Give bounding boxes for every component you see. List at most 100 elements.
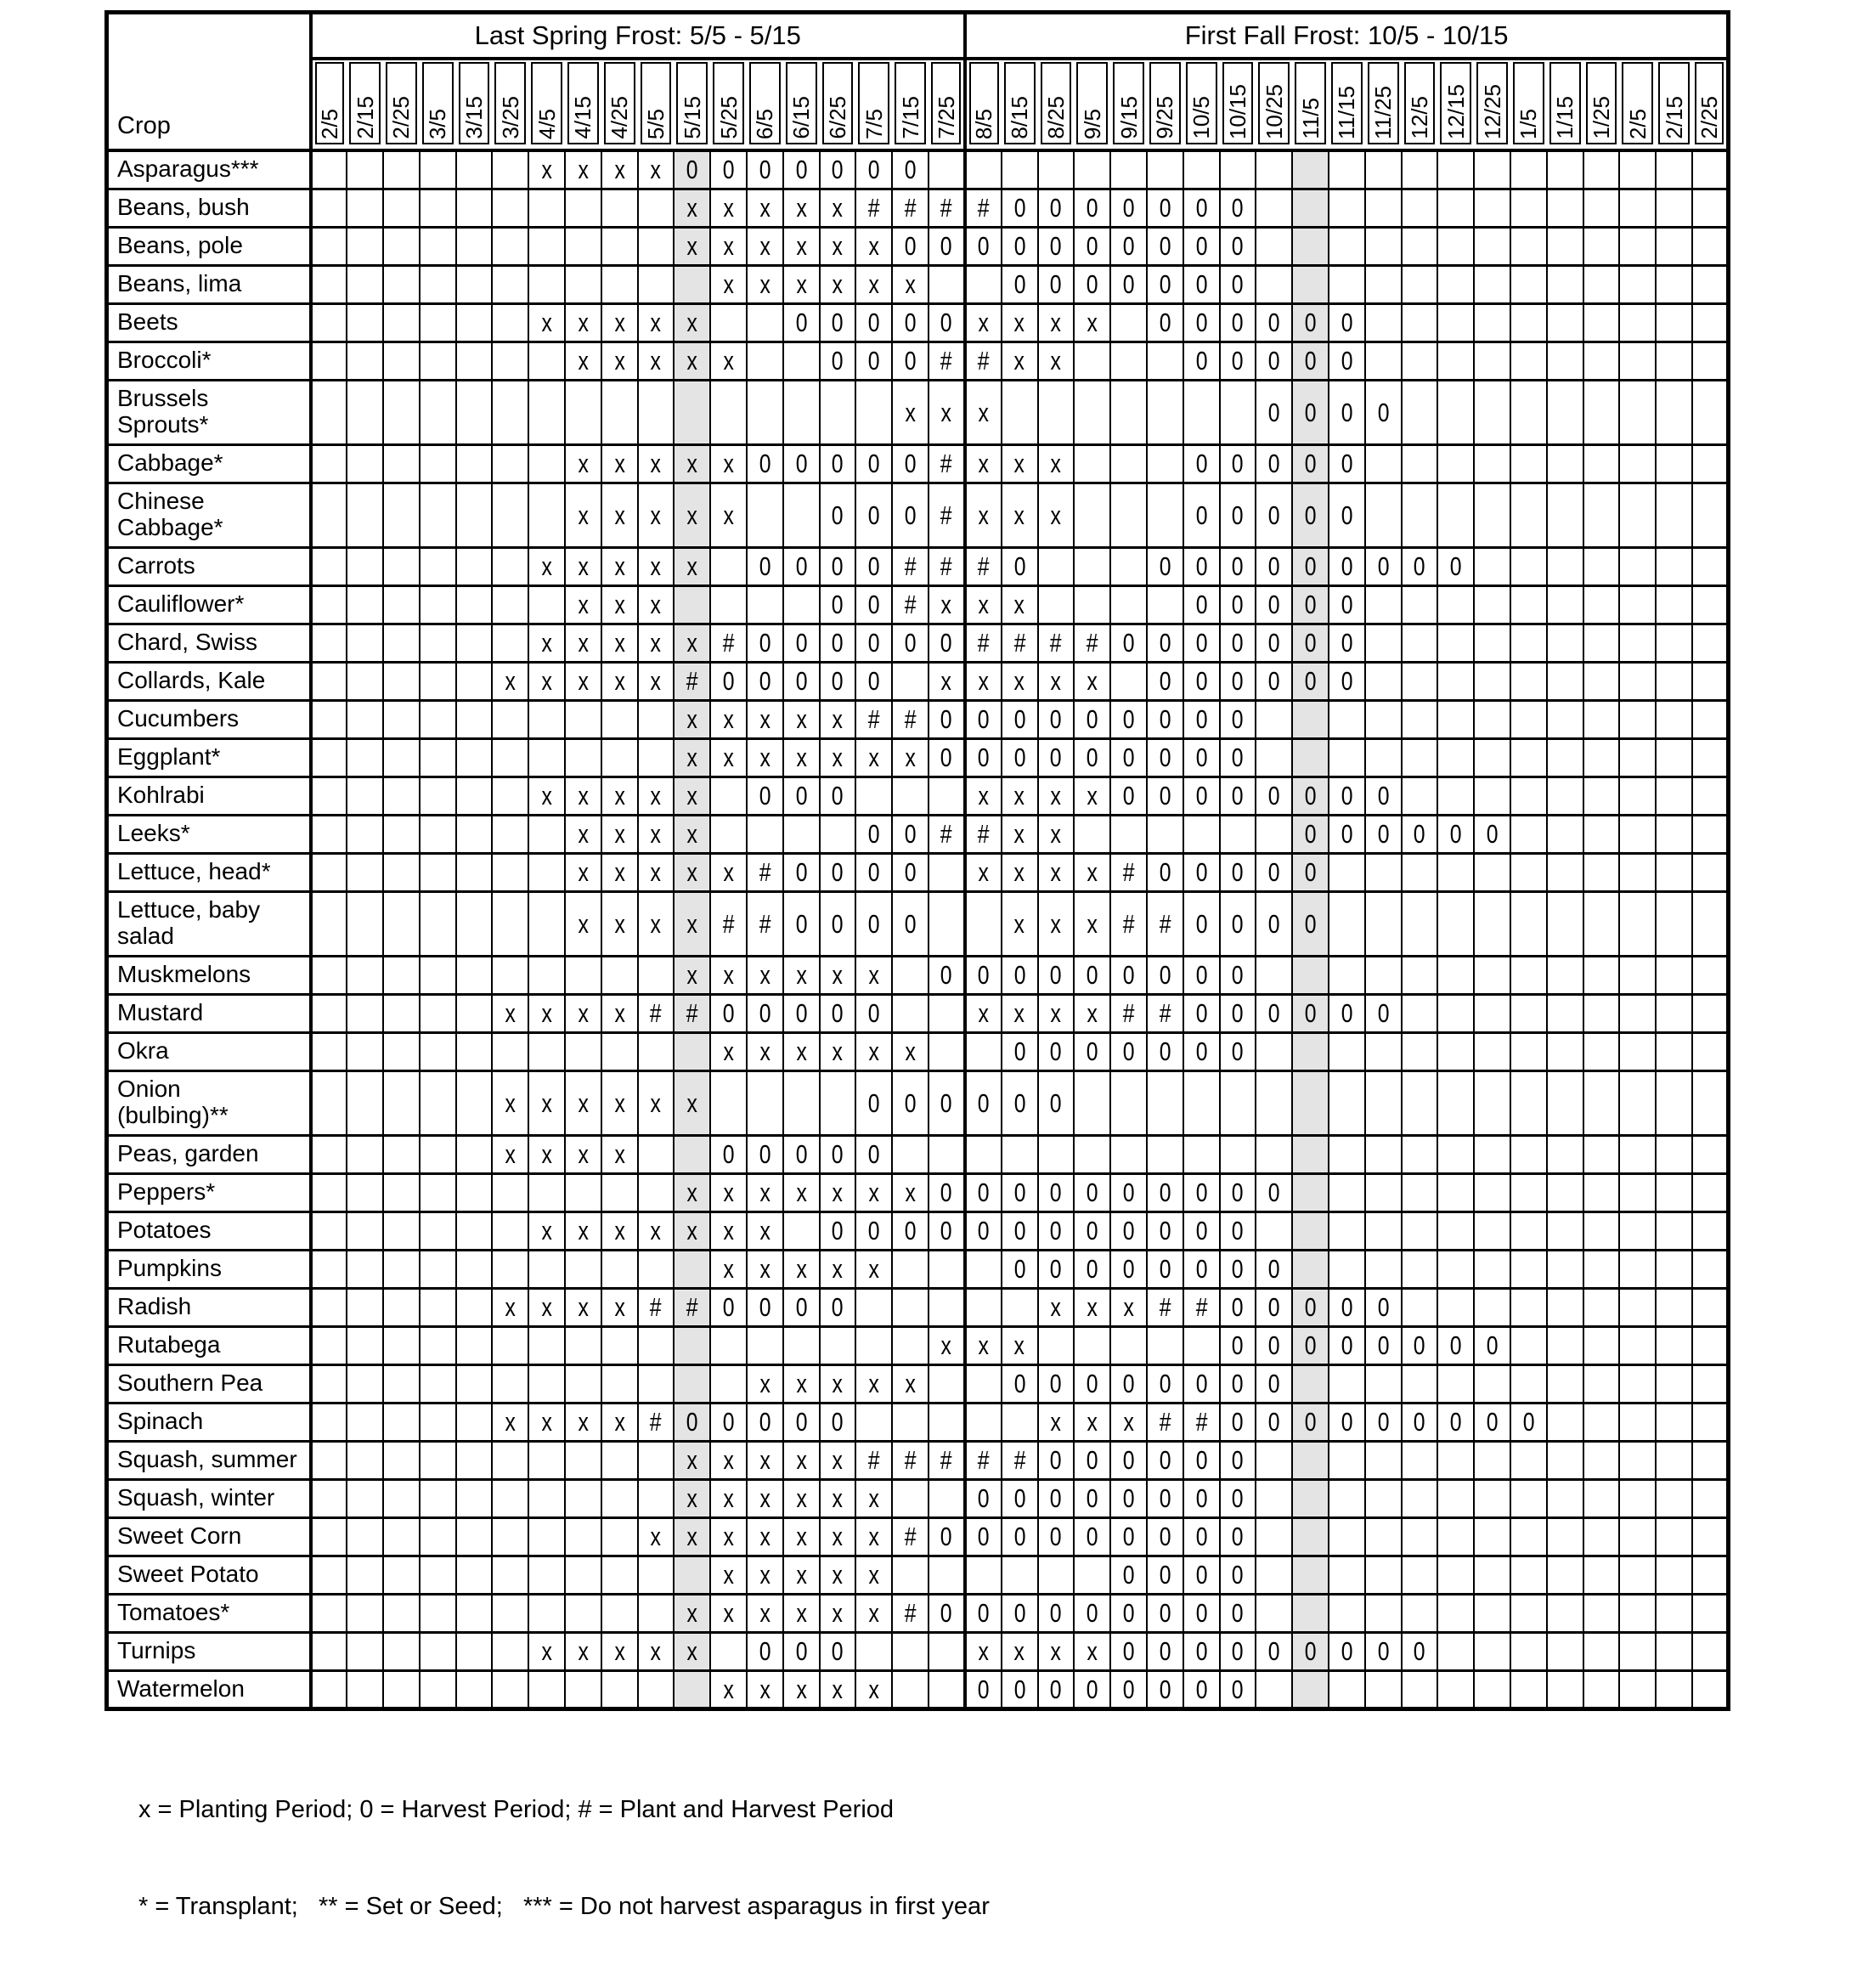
period-cell: x xyxy=(746,1210,784,1251)
period-cell xyxy=(1655,225,1693,267)
period-mark: 0 xyxy=(1122,1636,1135,1666)
period-mark: x xyxy=(578,1292,589,1322)
period-cell xyxy=(1582,1248,1621,1290)
period-cell: 0 xyxy=(962,1477,1002,1519)
period-cell: 0 xyxy=(855,660,894,702)
period-cell xyxy=(673,1031,712,1072)
period-cell xyxy=(1473,1669,1511,1710)
period-mark: 0 xyxy=(795,857,808,887)
period-cell xyxy=(673,1248,712,1290)
period-cell: x xyxy=(1073,992,1112,1034)
period-mark: 0 xyxy=(1086,1674,1098,1704)
period-cell xyxy=(1691,1248,1730,1290)
period-cell xyxy=(491,1031,530,1072)
period-mark: x xyxy=(940,397,952,427)
period-cell xyxy=(1255,737,1294,778)
period-cell xyxy=(1545,737,1584,778)
period-cell xyxy=(1182,378,1221,446)
period-cell: x xyxy=(709,225,748,267)
period-mark: 0 xyxy=(1159,551,1171,581)
period-cell xyxy=(1618,1172,1657,1213)
period-cell: 0 xyxy=(1145,954,1184,996)
period-cell: 0 xyxy=(818,481,857,549)
date-label: 6/25 xyxy=(825,96,851,139)
period-cell xyxy=(564,1516,602,1557)
period-cell xyxy=(1036,149,1075,190)
period-cell: x xyxy=(673,1172,712,1213)
period-cell: # xyxy=(928,443,966,484)
period-cell: 0 xyxy=(1073,187,1112,229)
period-cell: 0 xyxy=(1291,992,1329,1034)
period-cell: 0 xyxy=(1109,225,1148,267)
period-cell xyxy=(346,1669,385,1710)
period-cell xyxy=(1327,225,1366,267)
period-cell: x xyxy=(782,1592,821,1634)
period-mark: 0 xyxy=(1267,1330,1280,1360)
period-cell xyxy=(1073,149,1112,190)
period-cell xyxy=(1473,1133,1511,1175)
period-mark: x xyxy=(723,346,734,376)
period-mark: x xyxy=(614,1139,625,1169)
crop-name: Tomatoes* xyxy=(106,1592,313,1634)
period-mark: x xyxy=(578,1216,589,1245)
crop-row: Radish x x x x # #0 0 0 0 x x x # #0 0 0 0 0 xyxy=(106,1286,1730,1328)
period-cell: x xyxy=(962,443,1002,484)
period-cell: 0 xyxy=(782,302,821,343)
date-header-cell: 11/5 xyxy=(1292,59,1329,152)
period-cell xyxy=(1145,1069,1184,1137)
period-mark: x xyxy=(650,666,662,696)
period-cell xyxy=(1691,1324,1730,1366)
period-cell: x xyxy=(564,443,602,484)
period-cell xyxy=(1400,1439,1439,1481)
period-mark: x xyxy=(686,500,698,530)
date-header-cell: 2/15 xyxy=(347,59,384,152)
period-mark: 0 xyxy=(1050,1036,1062,1066)
crop-name: Potatoes xyxy=(106,1210,313,1251)
period-cell: x xyxy=(600,302,639,343)
period-cell xyxy=(454,1133,494,1175)
crop-column-header: Crop xyxy=(106,12,313,152)
period-cell xyxy=(600,1477,639,1519)
period-cell xyxy=(1437,225,1476,267)
period-mark: 0 xyxy=(1232,551,1244,581)
period-cell xyxy=(1582,1210,1621,1251)
date-label: 1/25 xyxy=(1588,96,1614,139)
period-mark: 0 xyxy=(1377,781,1390,810)
period-mark: 0 xyxy=(832,1139,844,1169)
period-cell xyxy=(346,443,385,484)
period-cell: x xyxy=(962,481,1002,549)
period-mark: 0 xyxy=(1050,1216,1062,1245)
period-cell xyxy=(1655,378,1693,446)
period-cell xyxy=(382,1669,421,1710)
period-cell xyxy=(382,1554,421,1595)
period-cell: 0 xyxy=(855,622,894,664)
period-cell xyxy=(1437,1286,1476,1328)
date-box: 7/5 xyxy=(858,62,890,144)
period-mark: 0 xyxy=(1122,193,1135,223)
crop-row: Leeks* x x x x 0 0 # # x x 0 0 0 0 0 0 xyxy=(106,813,1730,855)
period-cell xyxy=(528,890,567,957)
date-box: 12/15 xyxy=(1440,62,1472,144)
period-mark: 0 xyxy=(867,857,880,887)
period-cell: 0 xyxy=(1036,737,1075,778)
period-cell: 0 xyxy=(1255,378,1294,446)
period-mark: 0 xyxy=(867,1087,880,1118)
period-cell xyxy=(1437,890,1476,957)
period-cell xyxy=(1509,225,1548,267)
period-cell xyxy=(1400,225,1439,267)
period-cell xyxy=(962,263,1002,305)
period-mark: x xyxy=(796,1522,807,1551)
period-cell xyxy=(1400,1172,1439,1213)
period-cell xyxy=(491,443,530,484)
period-mark: 0 xyxy=(1232,193,1244,223)
period-mark: 0 xyxy=(1232,908,1244,939)
period-cell xyxy=(782,813,821,855)
period-cell xyxy=(1327,698,1366,740)
period-mark: 0 xyxy=(1195,998,1208,1028)
period-cell xyxy=(454,1363,494,1404)
period-mark: 0 xyxy=(1159,231,1171,261)
period-cell xyxy=(1582,443,1621,484)
period-cell: x xyxy=(1000,302,1039,343)
period-cell xyxy=(1545,660,1584,702)
period-cell: x xyxy=(1000,1324,1039,1366)
